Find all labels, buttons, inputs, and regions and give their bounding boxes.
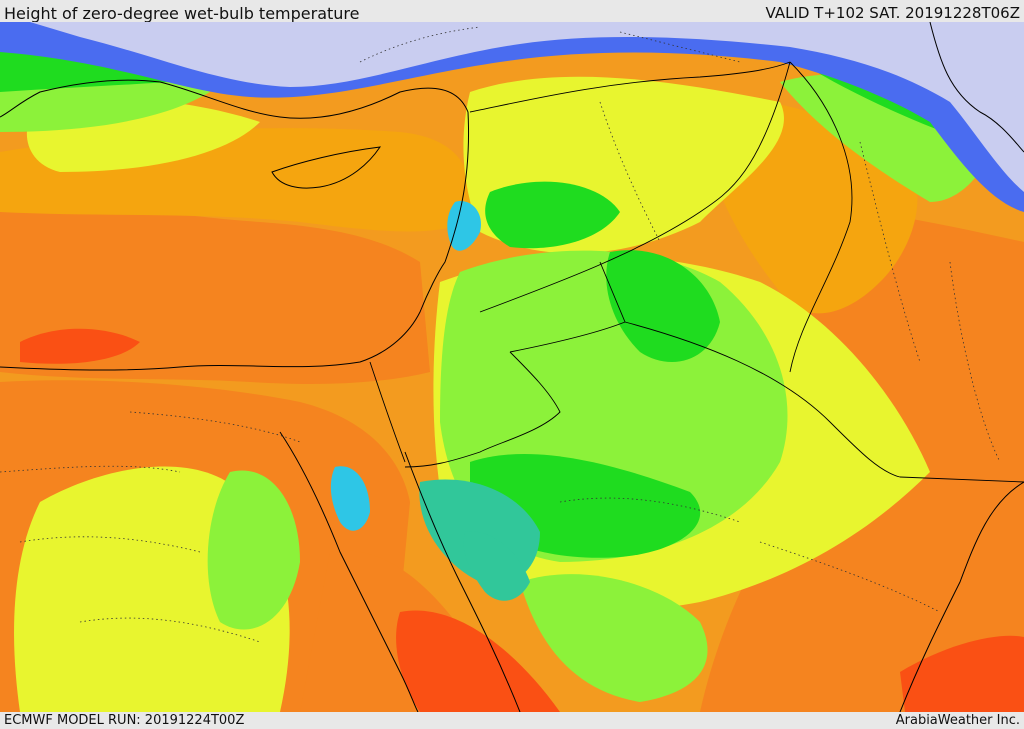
- border-egypt-israel: [369, 361, 406, 463]
- coastline-mediterranean: [0, 79, 470, 371]
- field-lightgreen-south: [520, 574, 708, 702]
- field-green-syria: [485, 181, 620, 249]
- field-red-southeast: [900, 635, 1024, 712]
- model-run-label: ECMWF MODEL RUN: 20191224T00Z: [4, 713, 245, 728]
- map-title: Height of zero-degree wet-bulb temperatu…: [4, 4, 360, 23]
- field-teal-saudi-coast: [463, 531, 530, 601]
- coastline-red-sea-east: [404, 451, 521, 712]
- credit-label: ArabiaWeather Inc.: [895, 713, 1020, 728]
- internal-boundaries: [0, 26, 1001, 643]
- field-red-egypt: [20, 328, 140, 364]
- coastline-gulf: [899, 481, 1024, 712]
- field-cyan-sinai: [330, 466, 370, 531]
- coastline-cyprus: [271, 146, 382, 189]
- coastline-red-sea-west: [279, 431, 419, 712]
- border-turkey-syria: [469, 61, 791, 113]
- field-lavender-turkey: [30, 22, 1024, 192]
- border-syria-iraq: [479, 61, 791, 313]
- field-lightgreen-sinai: [207, 470, 300, 630]
- border-saudi-iraq: [624, 321, 1024, 483]
- valid-time-label: VALID T+102 SAT. 20191228T06Z: [765, 4, 1020, 22]
- field-cyan-lebanon: [447, 201, 481, 251]
- coastline-caspian-edge: [929, 22, 1024, 153]
- weather-map[interactable]: [0, 22, 1024, 712]
- field-green-iraq: [606, 250, 720, 362]
- header-bar: Height of zero-degree wet-bulb temperatu…: [0, 0, 1024, 23]
- field-red-saudi: [396, 610, 560, 712]
- field-lavender-northeast: [940, 22, 1024, 112]
- map-canvas: [0, 22, 1024, 712]
- footer-bar: ECMWF MODEL RUN: 20191224T00Z ArabiaWeat…: [0, 712, 1024, 729]
- border-jordan-saudi: [404, 351, 561, 468]
- border-jordan-iraq: [509, 261, 626, 353]
- border-iraq-iran: [789, 61, 853, 373]
